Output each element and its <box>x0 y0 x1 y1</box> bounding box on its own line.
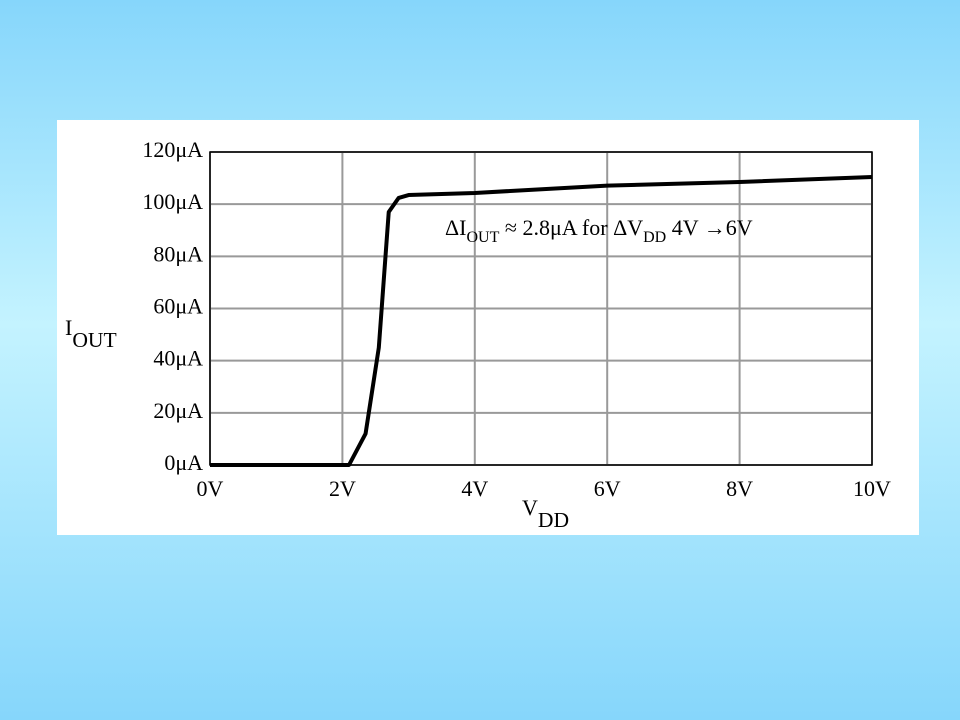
x-tick-label: 8V <box>726 476 753 501</box>
data-line <box>210 175 873 467</box>
x-tick-label: 4V <box>461 476 488 501</box>
plot-frame <box>209 151 873 466</box>
annotation-part: ≈ 2.8μA for ΔV <box>499 215 643 240</box>
x-tick-label: 2V <box>329 476 356 501</box>
y-axis-label: IOUT <box>65 315 117 352</box>
x-axis-label-sub: DD <box>538 508 569 532</box>
y-tick-label: 40μA <box>153 346 203 371</box>
y-axis-label-sub: OUT <box>72 328 116 352</box>
y-tick-label: 60μA <box>153 294 203 319</box>
y-tick-label: 100μA <box>142 189 203 214</box>
x-tick-label: 6V <box>594 476 621 501</box>
y-tick-label: 0μA <box>164 450 203 475</box>
annotation-part: DD <box>643 229 666 246</box>
x-tick-label: 10V <box>853 476 891 501</box>
y-axis-label-main: I <box>65 315 72 340</box>
annotation-part: OUT <box>466 229 499 246</box>
x-axis-label: VDD <box>522 495 569 532</box>
x-axis-label-main: V <box>522 495 538 520</box>
annotation-part: 4V →6V <box>666 215 752 240</box>
y-tick-label: 80μA <box>153 241 203 266</box>
annotation-part: ΔI <box>445 215 466 240</box>
x-tick-label: 0V <box>197 476 224 501</box>
y-tick-label: 20μA <box>153 398 203 423</box>
annotation: ΔIOUT ≈ 2.8μA for ΔVDD 4V →6V <box>445 215 753 246</box>
y-tick-label: 120μA <box>142 137 203 162</box>
